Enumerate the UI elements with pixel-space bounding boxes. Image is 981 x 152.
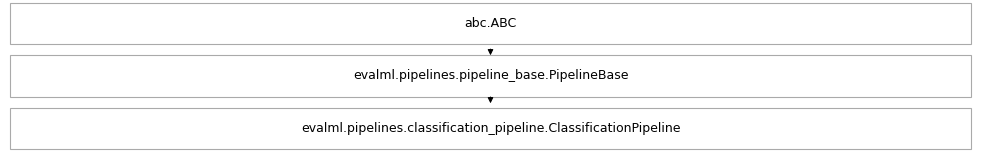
Text: abc.ABC: abc.ABC	[464, 17, 517, 30]
Bar	[10, 108, 971, 149]
Text: evalml.pipelines.pipeline_base.PipelineBase: evalml.pipelines.pipeline_base.PipelineB…	[353, 69, 628, 83]
Bar	[10, 3, 971, 44]
Bar	[10, 55, 971, 97]
Text: evalml.pipelines.classification_pipeline.ClassificationPipeline: evalml.pipelines.classification_pipeline…	[301, 122, 680, 135]
